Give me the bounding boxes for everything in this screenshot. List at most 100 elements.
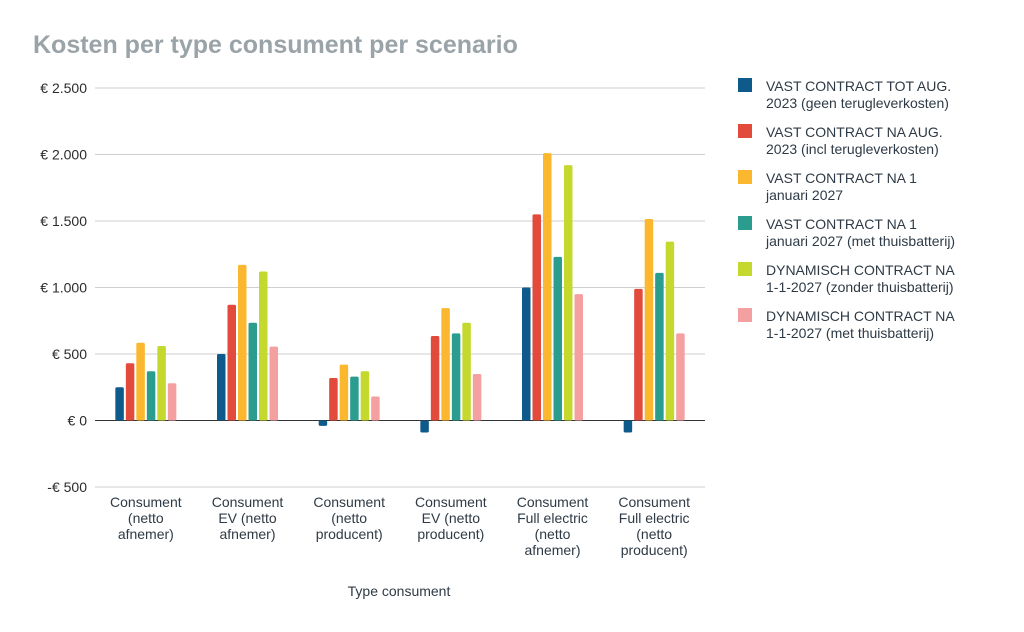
y-tick-label: € 500 xyxy=(52,346,87,362)
legend: VAST CONTRACT TOT AUG. 2023 (geen terugle… xyxy=(738,78,955,341)
x-category-label-line: afnemer) xyxy=(524,542,580,558)
x-category-label-line: (netto xyxy=(331,510,367,526)
x-category-label: Consument Full electric (netto producent) xyxy=(618,494,690,558)
x-category-label: Consument (netto afnemer) xyxy=(110,494,182,542)
x-category-label-line: afnemer) xyxy=(219,526,275,542)
bar-series-3-category-3 xyxy=(339,364,349,421)
legend-label-line: 1-1-2027 (met thuisbatterij) xyxy=(766,325,934,341)
legend-item-2: VAST CONTRACT NA AUG. 2023 (incl teruglev… xyxy=(738,124,943,157)
legend-label-line: DYNAMISCH CONTRACT NA xyxy=(766,262,955,278)
x-category-label-line: producent) xyxy=(316,526,383,542)
gridlines xyxy=(95,87,705,488)
bar-series-6-category-1 xyxy=(167,383,177,421)
x-category-label-line: (netto xyxy=(636,526,672,542)
legend-item-5: DYNAMISCH CONTRACT NA 1-1-2027 (zonder th… xyxy=(738,262,955,295)
x-category-label-line: EV (netto xyxy=(422,510,481,526)
legend-label-line: januari 2027 xyxy=(765,187,843,203)
bar-series-2-category-2 xyxy=(227,304,236,421)
bar-series-4-category-5 xyxy=(553,256,562,421)
x-category-label-line: Consument xyxy=(517,494,589,510)
bar-series-2-category-1 xyxy=(125,363,135,421)
bar-series-3-category-2 xyxy=(238,264,247,421)
legend-label-line: DYNAMISCH CONTRACT NA xyxy=(766,308,955,324)
legend-item-1: VAST CONTRACT TOT AUG. 2023 (geen terugle… xyxy=(738,78,951,111)
x-category-label-line: producent) xyxy=(621,542,688,558)
bar-series-4-category-1 xyxy=(146,371,156,421)
bar-series-6-category-2 xyxy=(269,346,278,421)
bar-series-6-category-3 xyxy=(371,396,380,421)
bar-series-2-category-3 xyxy=(329,377,338,421)
legend-swatch xyxy=(738,78,752,92)
bar-series-1-category-3 xyxy=(318,420,328,426)
bar-series-3-category-6 xyxy=(644,219,654,421)
legend-label-line: 1-1-2027 (zonder thuisbatterij) xyxy=(766,279,954,295)
legend-label-line: 2023 (geen terugleverkosten) xyxy=(766,95,949,111)
bar-series-5-category-6 xyxy=(665,241,675,421)
y-tick-label: -€ 500 xyxy=(47,479,87,495)
y-tick-label: € 0 xyxy=(68,413,88,429)
legend-swatch xyxy=(738,262,752,276)
legend-label-line: VAST CONTRACT NA 1 xyxy=(766,170,917,186)
x-category-label-line: Consument xyxy=(618,494,690,510)
bar-series-2-category-6 xyxy=(634,288,643,421)
x-category-label-line: (netto xyxy=(535,526,571,542)
legend-swatch xyxy=(738,216,752,230)
legend-label: DYNAMISCH CONTRACT NA 1-1-2027 (zonder th… xyxy=(766,262,955,295)
bar-series-1-category-4 xyxy=(420,420,429,433)
legend-label: VAST CONTRACT NA AUG. 2023 (incl teruglev… xyxy=(766,124,943,157)
x-category-label-line: afnemer) xyxy=(118,526,174,542)
bar-series-5-category-2 xyxy=(259,271,268,421)
legend-label-line: 2023 (incl terugleverkosten) xyxy=(766,141,939,157)
bar-series-3-category-5 xyxy=(543,153,552,421)
bar-series-6-category-4 xyxy=(472,373,482,421)
legend-label-line: VAST CONTRACT NA AUG. xyxy=(766,124,943,140)
bar-series-4-category-3 xyxy=(350,376,359,421)
bar-series-6-category-6 xyxy=(676,333,685,421)
x-category-label-line: EV (netto xyxy=(218,510,277,526)
bar-series-3-category-4 xyxy=(441,308,450,421)
legend-label-line: VAST CONTRACT NA 1 xyxy=(766,216,917,232)
x-category-label: Consument Full electric (netto afnemer) xyxy=(517,494,589,558)
x-category-label-line: Full electric xyxy=(619,510,690,526)
legend-swatch xyxy=(738,308,752,322)
x-category-label: Consument EV (netto producent) xyxy=(415,494,487,542)
y-axis-ticks: € 2.500 € 2.000 € 1.500 € 1.000 € 500 € 0 -€ 5… xyxy=(40,80,87,495)
x-category-label-line: Consument xyxy=(212,494,284,510)
bar-series-5-category-4 xyxy=(462,322,471,421)
bar-series-5-category-1 xyxy=(157,346,166,421)
legend-item-6: DYNAMISCH CONTRACT NA 1-1-2027 (met thuis… xyxy=(738,308,955,341)
legend-label-line: januari 2027 (met thuisbatterij) xyxy=(765,233,955,249)
legend-label: DYNAMISCH CONTRACT NA 1-1-2027 (met thuis… xyxy=(766,308,955,341)
bar-series-5-category-5 xyxy=(564,165,573,421)
legend-label: VAST CONTRACT TOT AUG. 2023 (geen terugle… xyxy=(766,78,951,111)
legend-swatch xyxy=(738,124,752,138)
bar-series-2-category-4 xyxy=(430,336,440,421)
bar-series-4-category-6 xyxy=(655,272,664,421)
bar-series-4-category-2 xyxy=(248,322,257,421)
bar-series-1-category-1 xyxy=(115,387,124,421)
x-category-label-line: Consument xyxy=(110,494,182,510)
legend-label: VAST CONTRACT NA 1 januari 2027 (met thui… xyxy=(765,216,955,249)
bar-series-4-category-4 xyxy=(451,333,461,421)
legend-label-line: VAST CONTRACT TOT AUG. xyxy=(766,78,951,94)
bar-series-3-category-1 xyxy=(136,342,145,421)
x-category-label-line: Full electric xyxy=(517,510,588,526)
y-tick-label: € 2.500 xyxy=(40,80,87,96)
bar-series-1-category-2 xyxy=(217,354,226,421)
y-tick-label: € 2.000 xyxy=(40,147,87,163)
chart-title: Kosten per type consument per scenario xyxy=(33,31,518,59)
legend-item-4: VAST CONTRACT NA 1 januari 2027 (met thui… xyxy=(738,216,955,249)
bar-series-6-category-5 xyxy=(574,294,583,421)
x-category-label: Consument (netto producent) xyxy=(313,494,385,542)
bar-series-5-category-3 xyxy=(360,371,370,421)
bars xyxy=(115,153,685,433)
legend-swatch xyxy=(738,170,752,184)
y-tick-label: € 1.500 xyxy=(40,213,87,229)
x-category-label-line: (netto xyxy=(128,510,164,526)
x-category-label-line: Consument xyxy=(415,494,487,510)
x-category-label-line: producent) xyxy=(417,526,484,542)
y-tick-label: € 1.000 xyxy=(40,280,87,296)
x-category-label-line: Consument xyxy=(313,494,385,510)
bar-series-2-category-5 xyxy=(532,214,541,421)
x-category-label: Consument EV (netto afnemer) xyxy=(212,494,284,542)
